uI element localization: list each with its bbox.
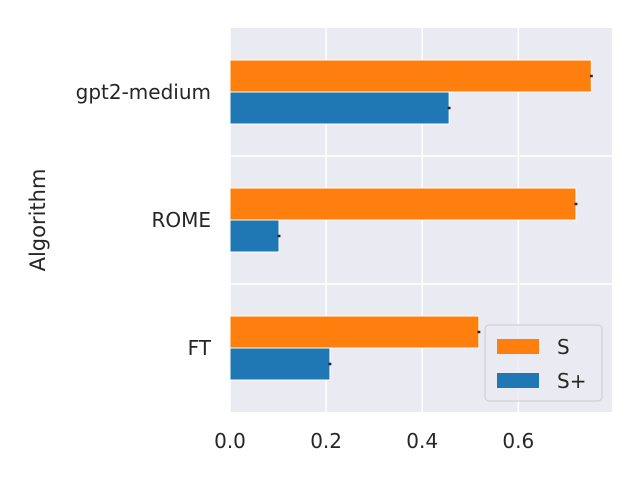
x-tick-label: 0.2	[310, 429, 342, 453]
bar-s-rome	[229, 187, 577, 221]
legend-swatch	[497, 339, 539, 354]
legend-label: S	[557, 335, 570, 359]
legend-swatch	[497, 373, 539, 388]
bar-s-plus-ft	[229, 347, 331, 381]
bar-s-plus-rome	[229, 219, 280, 253]
y-tick-label: ROME	[151, 208, 211, 232]
bar-s-gpt2-medium	[229, 59, 592, 93]
x-tick-label: 0.6	[502, 429, 534, 453]
legend-label: S+	[557, 369, 586, 393]
x-tick-label: 0.0	[214, 429, 246, 453]
error-bars-group	[277, 74, 593, 366]
x-tick-label: 0.4	[406, 429, 438, 453]
bar-s-ft	[229, 315, 480, 349]
y-tick-label: FT	[188, 336, 212, 360]
y-tick-labels: FT ROME gpt2-medium	[76, 80, 212, 360]
bar-s-plus-gpt2-medium	[229, 91, 450, 125]
y-axis-label: Algorithm	[26, 169, 50, 272]
y-tick-label: gpt2-medium	[76, 80, 211, 104]
legend: S S+	[484, 324, 603, 402]
x-tick-labels: 0.0 0.2 0.4 0.6	[214, 429, 534, 453]
